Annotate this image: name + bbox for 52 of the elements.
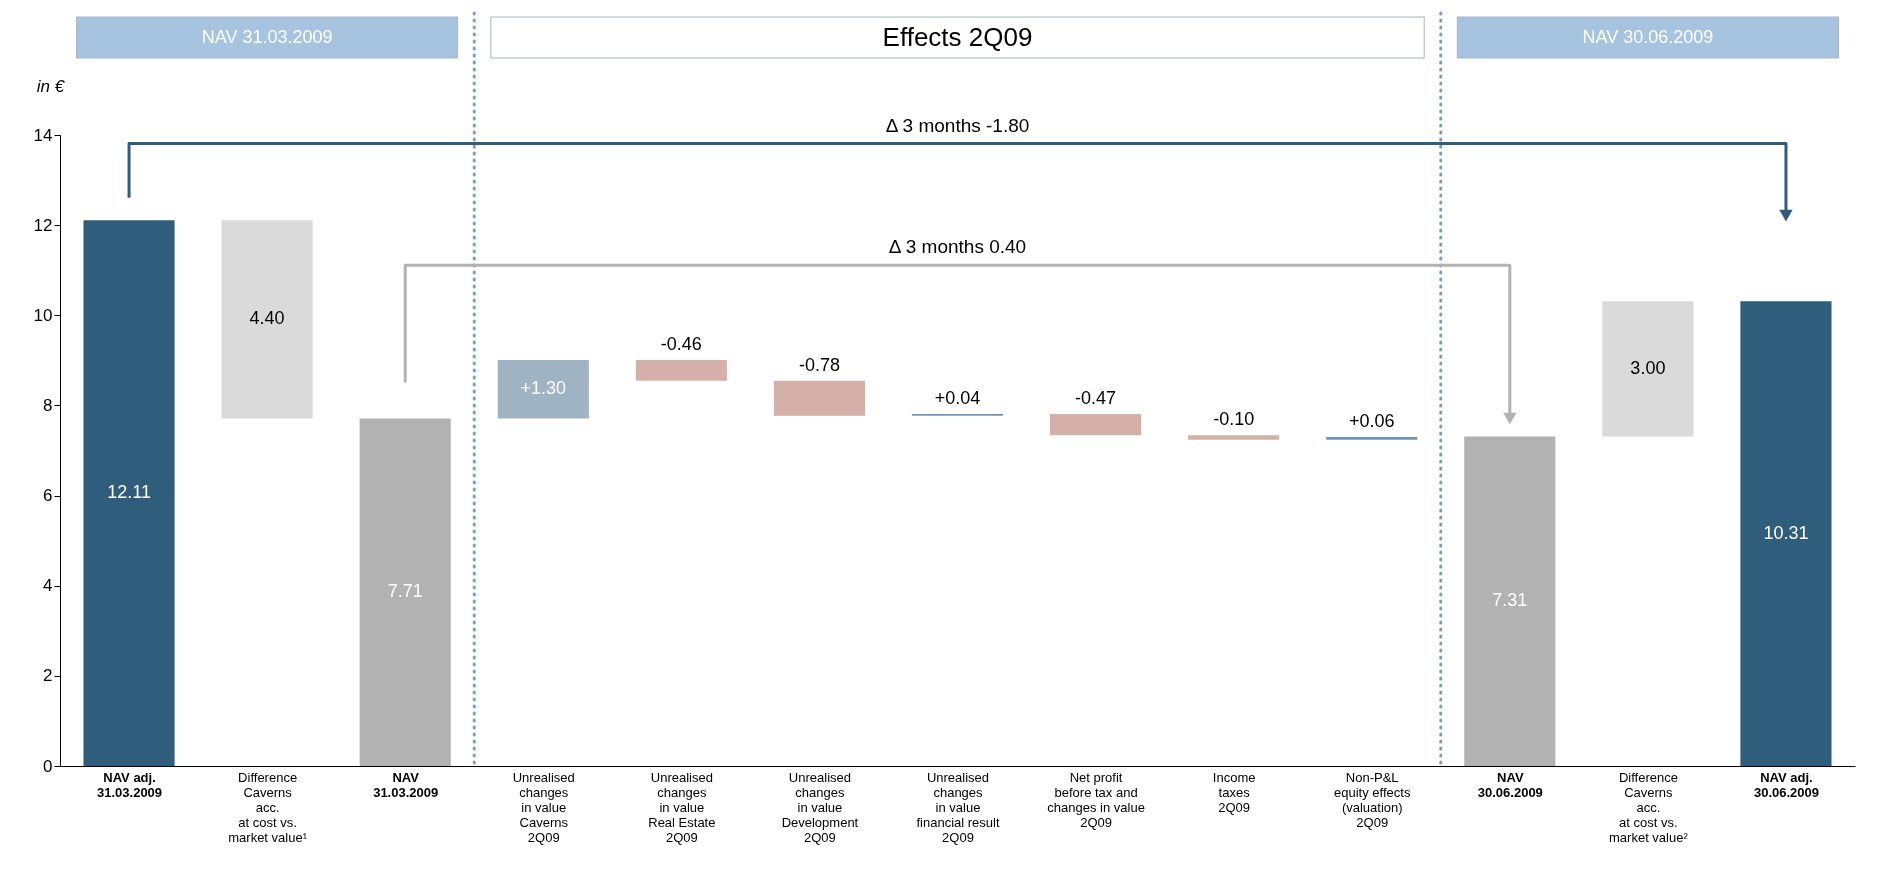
y-tick-label: 6	[43, 486, 53, 506]
y-tick-label: 12	[33, 215, 53, 235]
x-tick-label: Income taxes 2Q09	[1212, 769, 1256, 815]
bar	[1602, 301, 1694, 437]
text: NAV 31.03.2009	[201, 27, 333, 47]
data-label: 10.31	[1763, 522, 1809, 543]
x-tick-label: NAV adj. 31.03.2009	[97, 769, 163, 800]
data-label: -0.46	[660, 333, 702, 354]
x-tick-label: NAV 31.03.2009	[373, 769, 439, 800]
x-tick-label: Non-P&L equity effects (valuation) 2Q09	[1334, 769, 1411, 830]
bar	[1050, 413, 1142, 436]
x-tick-label: NAV 30.06.2009	[1477, 769, 1543, 800]
y-tick-label: 10	[33, 305, 53, 325]
data-label: +0.06	[1348, 410, 1395, 431]
x-tick-label: Difference Caverns acc. at cost vs. market value²	[1609, 769, 1689, 845]
data-label: +0.04	[934, 387, 981, 408]
data-label: 7.71	[387, 581, 423, 602]
x-tick-label: Unrealised changes in value Real Estate 2Q09	[648, 769, 716, 845]
bar	[1464, 436, 1556, 766]
bar	[1740, 301, 1832, 766]
bar	[221, 220, 313, 419]
y-tick-label: 2	[43, 666, 53, 686]
y-tick-label: 14	[33, 125, 53, 145]
data-label: 7.31	[1492, 590, 1528, 611]
x-tick-label: Net profit before tax and changes in value 2Q09	[1047, 769, 1145, 830]
bar	[1188, 435, 1280, 440]
data-label: 12.11	[107, 482, 151, 503]
text: Effects 2Q09	[882, 22, 1033, 52]
data-label: +1.30	[520, 378, 567, 399]
data-label: -0.78	[798, 354, 840, 375]
bar	[83, 220, 175, 766]
annotation: Δ 3 months -1.80	[885, 114, 1030, 136]
bar	[1326, 436, 1418, 440]
bar	[359, 418, 451, 766]
bar	[773, 380, 865, 416]
y-tick-label: 8	[43, 395, 53, 415]
data-label: -0.47	[1075, 387, 1117, 408]
x-tick-label: Unrealised changes in value financial result 2Q09	[916, 769, 1000, 845]
x-tick-label: Unrealised changes in value Caverns 2Q09	[512, 769, 575, 845]
bar	[635, 359, 727, 381]
data-label: -0.10	[1213, 409, 1255, 430]
y-tick-label: 0	[43, 756, 53, 776]
x-tick-label: Difference Caverns acc. at cost vs. market value¹	[228, 769, 308, 845]
x-tick-label: NAV adj. 30.06.2009	[1753, 769, 1819, 800]
y-tick-label: 4	[43, 576, 53, 596]
annotation: Δ 3 months 0.40	[888, 236, 1027, 258]
data-label: 3.00	[1630, 357, 1666, 378]
text: NAV 30.06.2009	[1582, 27, 1714, 47]
y-axis-title: in €	[36, 76, 66, 96]
bar	[497, 359, 589, 419]
x-tick-label: Unrealised changes in value Development 2Q09	[781, 769, 859, 845]
data-label: 4.40	[249, 308, 285, 329]
